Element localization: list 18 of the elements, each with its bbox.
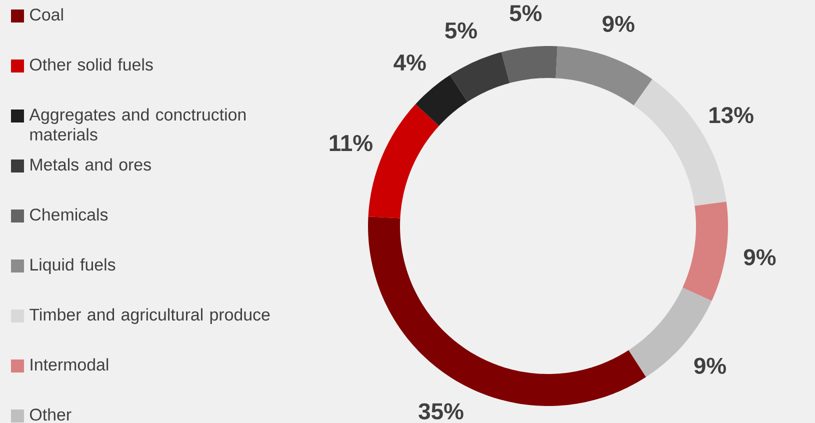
data-label: 5%	[445, 22, 477, 39]
legend-label: Aggregates and conctruction materials	[29, 108, 246, 141]
legend-label: Chemicals	[30, 208, 108, 221]
data-label: 11%	[330, 134, 372, 152]
legend-label: Other solid fuels	[30, 58, 153, 71]
legend-label: Coal	[30, 8, 63, 21]
data-label: 5%	[510, 5, 542, 22]
data-label: 9%	[744, 249, 776, 266]
data-label: 13%	[710, 107, 754, 124]
legend-label: Liquid fuels	[30, 258, 116, 274]
data-label: 35%	[418, 403, 464, 420]
data-label: 9%	[602, 16, 634, 32]
legend-label: Other	[30, 408, 72, 421]
legend-label: Metals and ores	[30, 158, 151, 171]
data-label: 9%	[694, 358, 726, 374]
legend-label: Intermodal	[30, 358, 108, 371]
data-label: 4%	[394, 54, 426, 71]
legend-label: Timber and agricultural produce	[30, 308, 270, 324]
